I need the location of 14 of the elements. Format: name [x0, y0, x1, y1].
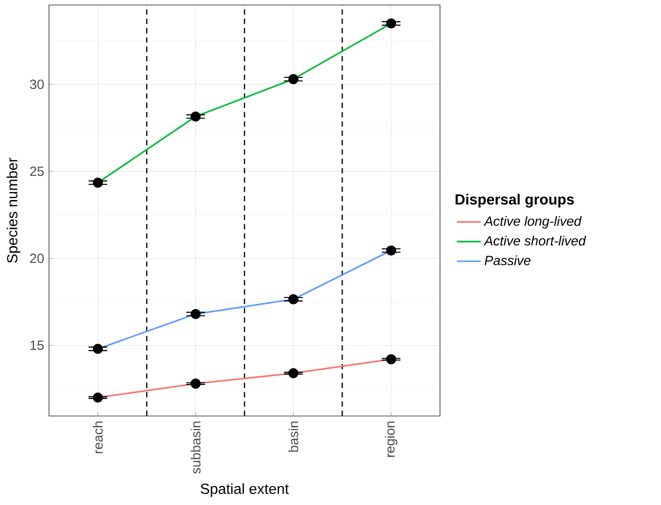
- legend-title: Dispersal groups: [456, 194, 574, 208]
- x-tick-label: region: [384, 422, 398, 457]
- x-tick-label: basin: [288, 422, 298, 452]
- y-tick-label: 30: [30, 80, 44, 90]
- y-tick-label: 15: [30, 340, 44, 350]
- legend-label: Active long-lived: [484, 216, 582, 229]
- y-tick-label: 20: [30, 254, 44, 264]
- x-tick-label: reach: [92, 422, 103, 454]
- legend-label: Passive: [484, 255, 530, 266]
- legend-label: Active short-lived: [484, 236, 586, 246]
- x-axis-title: Spatial extent: [200, 483, 289, 497]
- y-tick-label: 25: [30, 166, 44, 176]
- x-tick-label: subbasin: [190, 422, 201, 474]
- y-axis-title: Species number: [6, 158, 20, 263]
